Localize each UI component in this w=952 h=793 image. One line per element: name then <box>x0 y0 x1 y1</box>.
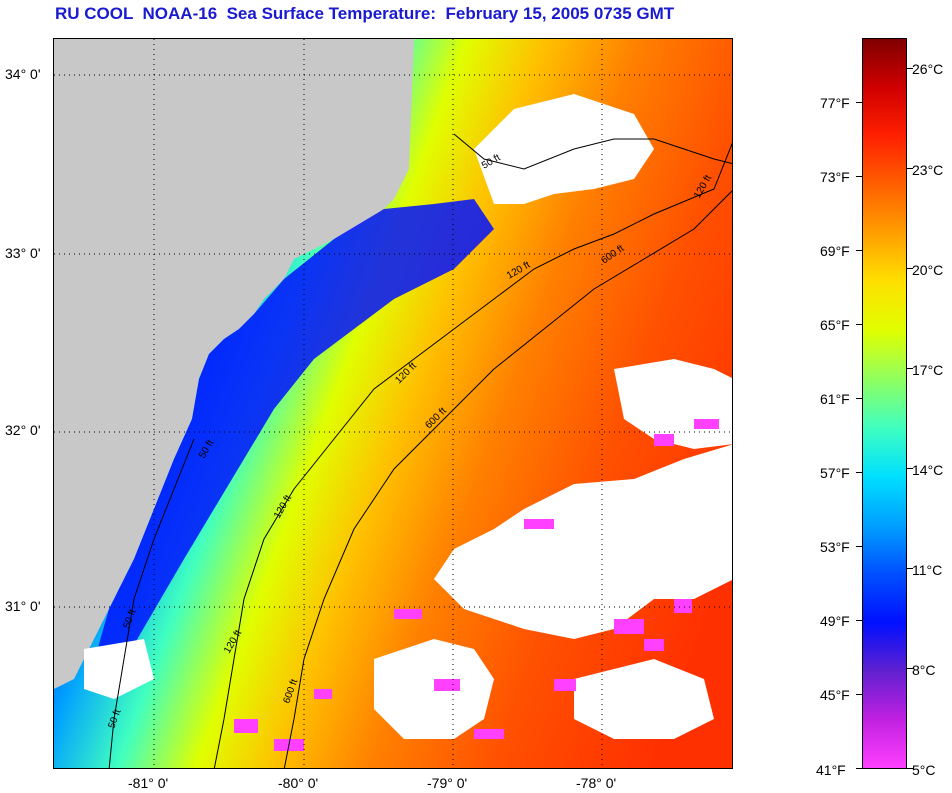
colorbar-tick <box>856 694 862 695</box>
fahrenheit-label: 61°F <box>820 391 850 407</box>
latitude-label: 32° 0' <box>5 422 41 438</box>
latitude-label: 34° 0' <box>5 66 41 82</box>
fahrenheit-label: 53°F <box>820 539 850 555</box>
fahrenheit-label: 77°F <box>820 95 850 111</box>
celsius-label: 5°C <box>912 762 936 778</box>
colorbar-tick <box>856 768 862 769</box>
colorbar-tick <box>907 468 913 469</box>
contour-50ft <box>453 133 732 170</box>
fahrenheit-label: 57°F <box>820 465 850 481</box>
colorbar-tick <box>856 324 862 325</box>
celsius-label: 23°C <box>912 162 944 178</box>
cold-nearshore-band <box>89 199 494 679</box>
colorbar-tick <box>907 568 913 569</box>
colorbar-tick <box>856 620 862 621</box>
celsius-label: 17°C <box>912 362 944 378</box>
fahrenheit-label: 69°F <box>820 243 850 259</box>
cloud-edge-speckle <box>234 419 719 751</box>
longitude-label: -80° 0' <box>278 775 319 791</box>
colorbar-tick <box>907 68 913 69</box>
colorbar-tick <box>907 268 913 269</box>
colorbar-tick <box>856 546 862 547</box>
contour-120ft <box>213 142 732 768</box>
cloud-mask <box>84 639 154 699</box>
colorbar-tick <box>856 102 862 103</box>
colorbar-tick <box>907 768 913 769</box>
contour-50ft-south <box>108 438 195 768</box>
temperature-colorbar <box>862 38 907 769</box>
fahrenheit-label: 65°F <box>820 317 850 333</box>
colorbar-tick <box>856 176 862 177</box>
colorbar-tick <box>856 398 862 399</box>
celsius-label: 14°C <box>912 462 944 478</box>
depth-contours <box>108 133 732 768</box>
longitude-label: -78° 0' <box>576 775 617 791</box>
colorbar-tick <box>907 368 913 369</box>
celsius-label: 8°C <box>912 662 936 678</box>
fahrenheit-label: 73°F <box>820 169 850 185</box>
map-title: RU COOL NOAA-16 Sea Surface Temperature:… <box>55 4 675 23</box>
sst-map: 50 ft 120 ft 600 ft 120 ft 600 ft 120 ft… <box>53 38 733 769</box>
latitude-label: 31° 0' <box>5 598 41 614</box>
longitude-label: -81° 0' <box>128 775 169 791</box>
cloud-mask <box>574 659 714 739</box>
colorbar-tick <box>856 250 862 251</box>
lat-lon-grid <box>54 39 732 768</box>
contour-600ft <box>283 190 732 768</box>
sst-map-canvas: 50 ft 120 ft 600 ft 120 ft 600 ft 120 ft… <box>54 39 732 768</box>
cloud-mask <box>474 94 654 204</box>
land <box>54 39 414 689</box>
celsius-label: 20°C <box>912 262 944 278</box>
fahrenheit-label: 49°F <box>820 613 850 629</box>
celsius-label: 11°C <box>912 562 943 578</box>
colorbar-tick <box>907 168 913 169</box>
cloud-mask <box>434 444 732 639</box>
colorbar-tick <box>907 668 913 669</box>
celsius-label: 26°C <box>912 61 944 77</box>
fahrenheit-label: 45°F <box>820 687 850 703</box>
fahrenheit-label: 41°F <box>816 762 846 778</box>
longitude-label: -79° 0' <box>427 775 468 791</box>
colorbar-tick <box>856 472 862 473</box>
latitude-label: 33° 0' <box>5 245 41 261</box>
